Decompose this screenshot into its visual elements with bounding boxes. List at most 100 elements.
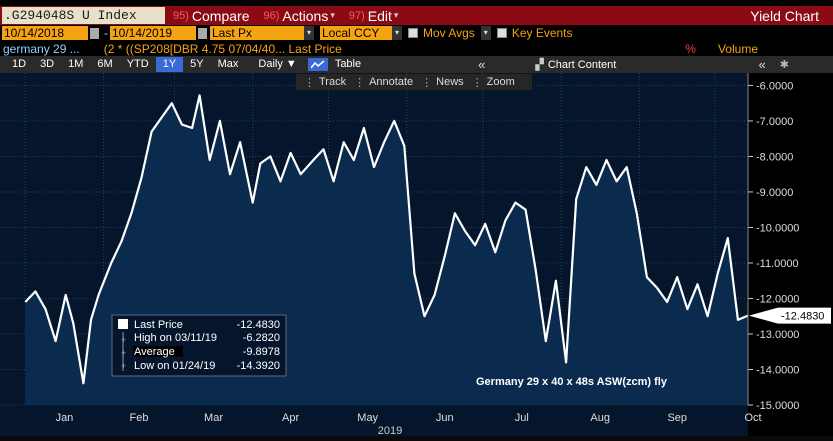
start-date-field[interactable]: 10/14/2018 xyxy=(2,26,88,40)
y-tick-label: -11.0000 xyxy=(756,258,799,270)
x-tick-label: Jan xyxy=(56,412,74,424)
chart-toolbar: ⋮ Track ⋮ Annotate ⋮ News ⋮ Zoom xyxy=(296,74,532,90)
x-axis: Jan Feb Mar Apr May Jun Jul Aug Sep Oct xyxy=(56,412,762,424)
news-label: News xyxy=(436,76,464,88)
mov-avgs-checkbox[interactable] xyxy=(408,28,418,38)
chevron-down-icon[interactable]: ▾ xyxy=(304,26,314,40)
zoom-icon: ⋮ xyxy=(471,76,483,89)
average-marker-icon: + xyxy=(121,348,126,358)
chevron-down-icon[interactable]: ▾ xyxy=(392,26,402,40)
date-separator: - xyxy=(104,26,108,40)
end-date-field[interactable]: 10/14/2019 xyxy=(110,26,196,40)
chart-content-button[interactable]: ▞ Chart Content xyxy=(535,58,616,71)
gear-icon[interactable]: ✱ xyxy=(779,59,789,71)
chart-content-label: Chart Content xyxy=(547,59,617,71)
x-tick-label: Feb xyxy=(130,412,149,424)
average-label-bg xyxy=(133,346,183,357)
settings-row: 10/14/2018 - 10/14/2019 Last Px ▾ Local … xyxy=(0,25,833,41)
zoom-label: Zoom xyxy=(486,76,515,88)
y-tick-label: -13.0000 xyxy=(756,329,799,341)
period-max-button[interactable]: Max xyxy=(217,58,239,70)
y-tick-label: -9.0000 xyxy=(756,187,793,199)
calendar-icon[interactable] xyxy=(198,27,207,39)
yield-chart[interactable]: -6.0000 -7.0000 -8.0000 -9.0000 -10.0000 -11.… xyxy=(0,73,833,436)
page-title: Yield Chart xyxy=(750,7,819,24)
bottom-status-strip xyxy=(0,436,833,441)
y-tick-label: -14.0000 xyxy=(756,364,799,376)
chevron-down-icon: ▾ xyxy=(330,10,335,20)
x-axis-year-label: 2019 xyxy=(378,425,402,436)
period-3d-button[interactable]: 3D xyxy=(40,58,55,70)
stats-legend: + + + Last Price -12.4830 High on 03/11/… xyxy=(111,314,287,377)
crosshair-icon: ⋮ xyxy=(304,76,315,89)
x-tick-label: Apr xyxy=(282,412,299,424)
compare-menu[interactable]: 95) Compare xyxy=(173,6,256,25)
period-1m-button[interactable]: 1M xyxy=(68,58,84,70)
x-tick-label: Jul xyxy=(515,412,529,424)
y-tick-label: -12.0000 xyxy=(756,293,799,305)
stat-value-last: -12.4830 xyxy=(237,319,280,331)
frequency-select[interactable]: Daily ▼ xyxy=(251,57,303,72)
line-chart-icon[interactable] xyxy=(307,58,328,71)
legend-row: germany 29 ... (2 * ((SP208[DBR 4.75 07/… xyxy=(0,41,833,56)
series-swatch xyxy=(118,319,128,329)
compare-menu-label: Compare xyxy=(191,7,250,24)
percent-toggle[interactable]: % xyxy=(685,41,696,56)
collapse-left-icon[interactable]: « xyxy=(478,57,486,72)
stat-label-last: Last Price xyxy=(134,319,183,331)
track-label: Track xyxy=(319,76,347,88)
mov-avgs-label: Mov Avgs xyxy=(423,26,475,40)
x-tick-label: May xyxy=(357,412,378,424)
pin-icon: ▞ xyxy=(535,59,544,71)
volume-label[interactable]: Volume xyxy=(717,41,758,56)
last-value-label: -12.4830 xyxy=(781,311,824,323)
actions-menu[interactable]: 96) Actions ▾ xyxy=(264,6,341,25)
y-tick-label: -6.0000 xyxy=(756,80,793,92)
high-marker-icon: + xyxy=(121,335,126,345)
period-1d-button[interactable]: 1D xyxy=(12,58,27,70)
currency-select[interactable]: Local CCY xyxy=(320,26,392,40)
x-tick-label: Mar xyxy=(204,412,223,424)
x-tick-label: Aug xyxy=(590,412,610,424)
y-tick-label: -15.0000 xyxy=(756,400,799,412)
series-line xyxy=(24,94,749,385)
zoom-button[interactable]: ⋮ Zoom xyxy=(472,76,515,89)
chevron-down-icon[interactable]: ▾ xyxy=(480,26,491,40)
y-tick-label: -8.0000 xyxy=(756,151,793,163)
track-button[interactable]: ⋮ Track xyxy=(304,76,346,89)
edit-menu[interactable]: 97) Edit ▾ xyxy=(349,6,405,25)
chart-annotation: Germany 29 x 40 x 48s ASW(zcm) fly xyxy=(476,376,668,388)
compare-menu-number: 95) xyxy=(173,9,189,22)
period-ytd-button[interactable]: YTD xyxy=(126,58,149,70)
period-6m-button[interactable]: 6M xyxy=(97,58,113,70)
ticker-field[interactable]: .G294048S U Index xyxy=(2,7,165,24)
calendar-icon[interactable] xyxy=(90,27,99,39)
key-events-checkbox[interactable] xyxy=(496,28,507,38)
low-marker-icon: + xyxy=(121,361,126,371)
annotate-button[interactable]: ⋮ Annotate xyxy=(354,76,413,89)
period-5y-button[interactable]: 5Y xyxy=(190,58,204,70)
pencil-icon: ⋮ xyxy=(354,76,366,89)
key-events-label: Key Events xyxy=(511,26,573,40)
actions-menu-number: 96) xyxy=(263,9,280,22)
annotate-label: Annotate xyxy=(369,76,414,88)
top-status-strip xyxy=(0,0,833,6)
x-tick-label: Oct xyxy=(744,412,761,424)
price-field-select[interactable]: Last Px xyxy=(210,26,304,40)
stat-value-low: -14.3920 xyxy=(237,360,280,372)
header-bar: .G294048S U Index 95) Compare 96) Action… xyxy=(0,6,833,25)
chevron-down-icon: ▼ xyxy=(285,58,297,70)
security-name[interactable]: germany 29 ... xyxy=(3,41,80,56)
table-button[interactable]: Table xyxy=(334,58,362,70)
y-tick-label: -10.0000 xyxy=(756,222,799,234)
edit-menu-number: 97) xyxy=(348,9,365,22)
period-toolbar: 1D 3D 1M 6M YTD 1Y 5Y Max Daily ▼ Table … xyxy=(0,56,833,73)
news-button[interactable]: ⋮ News xyxy=(421,76,464,89)
y-axis: -6.0000 -7.0000 -8.0000 -9.0000 -10.0000 -11.… xyxy=(747,73,799,412)
series-expression[interactable]: (2 * ((SP208[DBR 4.75 07/04/40... Last P… xyxy=(103,41,342,56)
collapse-right-icon[interactable]: « xyxy=(758,57,766,72)
edit-menu-label: Edit xyxy=(367,7,392,24)
period-1y-button[interactable]: 1Y xyxy=(155,57,184,72)
frequency-label: Daily xyxy=(258,58,283,70)
stat-value-high: -6.2820 xyxy=(243,332,280,344)
